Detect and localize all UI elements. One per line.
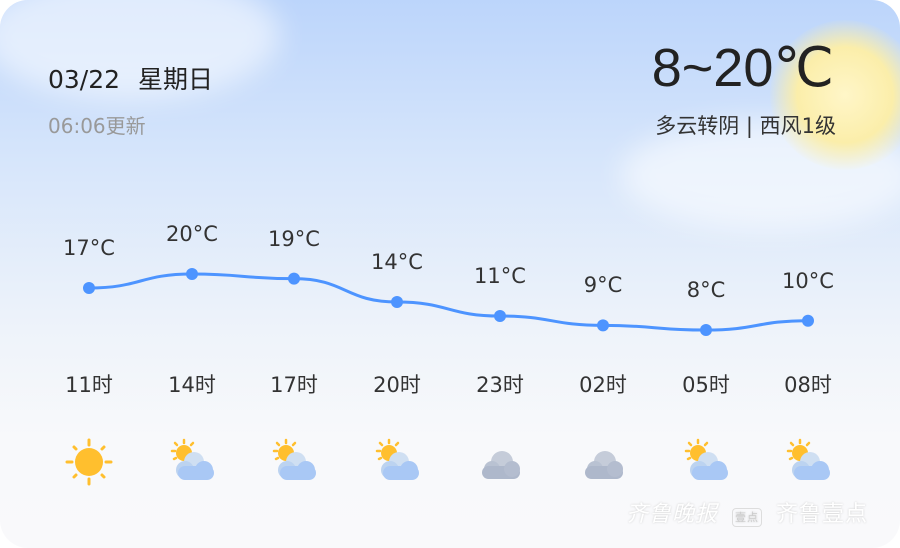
watermark-brand2: 齐鲁壹点 bbox=[775, 502, 868, 527]
partly-cloudy-icon bbox=[268, 438, 320, 486]
hour-label: 20时 bbox=[373, 373, 421, 397]
temperature-point bbox=[83, 282, 95, 295]
hour-label: 14时 bbox=[168, 373, 216, 397]
date: 03/22 星期日 bbox=[48, 65, 214, 94]
weekday: 星期日 bbox=[138, 65, 214, 94]
temperature-point bbox=[186, 268, 198, 280]
temperature-point bbox=[700, 324, 712, 337]
updated-time: 06:06更新 bbox=[48, 114, 146, 138]
cloudy-icon bbox=[474, 438, 526, 486]
temperature-label: 19°C bbox=[268, 226, 320, 251]
weather-description: 多云转阴 | 西风1级 bbox=[655, 114, 836, 138]
temperature-point bbox=[494, 310, 506, 323]
partly-cloudy-icon bbox=[371, 438, 423, 486]
watermark-badge: 壹点 bbox=[731, 508, 762, 527]
temperature-range: 8~20℃ bbox=[651, 38, 834, 98]
temperature-label: 10°C bbox=[782, 268, 834, 293]
temperature-line bbox=[88, 272, 809, 332]
temperature-point bbox=[597, 319, 609, 332]
temperature-label: 8°C bbox=[686, 278, 726, 303]
partly-cloudy-icon bbox=[782, 438, 834, 486]
hour-label: 17时 bbox=[270, 373, 318, 397]
cloudy-icon bbox=[577, 438, 629, 486]
temperature-label: 17°C bbox=[63, 236, 115, 260]
sunny-icon bbox=[63, 438, 115, 486]
temperature-label: 11°C bbox=[474, 264, 526, 289]
partly-cloudy-icon bbox=[680, 438, 732, 486]
partly-cloudy-icon bbox=[166, 438, 218, 486]
hour-label: 02时 bbox=[579, 373, 627, 397]
temperature-point bbox=[288, 272, 300, 285]
hour-label: 08时 bbox=[784, 373, 832, 397]
hour-label: 23时 bbox=[476, 373, 524, 397]
temperature-label: 20°C bbox=[166, 222, 218, 246]
hour-label: 05时 bbox=[682, 373, 730, 397]
watermark: 齐鲁晚报 壹点 齐鲁壹点 bbox=[626, 496, 868, 528]
sun-background bbox=[770, 20, 900, 170]
temperature-point bbox=[391, 296, 403, 309]
watermark-brand1: 齐鲁晚报 bbox=[625, 502, 718, 527]
temperature-point bbox=[802, 314, 814, 327]
temperature-label: 9°C bbox=[583, 273, 623, 298]
hour-label: 11时 bbox=[65, 373, 113, 397]
temperature-label: 14°C bbox=[371, 250, 423, 275]
